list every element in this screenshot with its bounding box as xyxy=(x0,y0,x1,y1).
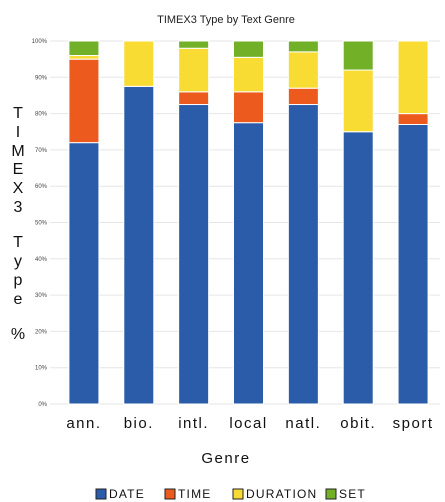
y-label-char: e xyxy=(14,291,23,308)
y-label-char: M xyxy=(11,143,24,160)
y-label-char: I xyxy=(16,124,20,141)
x-tick-label: obit. xyxy=(340,415,376,432)
legend-label-time: TIME xyxy=(178,487,211,501)
x-tick-label: intl. xyxy=(178,415,209,432)
x-tick-label: natl. xyxy=(285,415,321,432)
x-tick-label: bio. xyxy=(124,415,154,432)
y-tick-label: 70% xyxy=(35,148,48,154)
chart-title: TIMEX3 Type by Text Genre xyxy=(157,14,295,26)
y-label-char: y xyxy=(14,253,22,270)
bar-segment-date xyxy=(342,131,374,405)
bar-segment-duration xyxy=(397,40,429,115)
bar-segment-date xyxy=(68,142,100,405)
y-tick-label: 50% xyxy=(35,221,48,227)
bar-segment-date xyxy=(287,104,319,405)
bar-segment-date xyxy=(123,85,155,405)
legend-label-date: DATE xyxy=(109,487,145,501)
y-label-char: 3 xyxy=(14,199,23,216)
legend-swatch-date xyxy=(95,488,107,500)
y-tick-label: 90% xyxy=(35,75,48,81)
y-tick-label: 30% xyxy=(35,293,48,299)
legend-swatch-set xyxy=(325,488,337,500)
y-tick-label: 80% xyxy=(35,112,48,118)
y-label-char: % xyxy=(11,326,25,343)
legend-swatch-duration xyxy=(232,488,244,500)
x-tick-label: local xyxy=(229,415,267,432)
x-axis-ticks: ann. bio. intl. local natl. obit. sport xyxy=(66,415,434,432)
bar-segment-date xyxy=(397,123,429,405)
y-label-char: p xyxy=(14,272,23,289)
y-tick-label: 40% xyxy=(35,257,48,263)
x-axis-label: Genre xyxy=(201,450,250,467)
bar-segment-duration xyxy=(233,56,264,93)
x-tick-label: sport xyxy=(393,415,434,432)
bar-segment-time xyxy=(178,91,210,106)
bars xyxy=(68,40,429,405)
bar-segment-set xyxy=(68,40,100,57)
y-label-char: T xyxy=(13,105,23,122)
bar-segment-set xyxy=(342,40,374,71)
bar-segment-duration xyxy=(123,40,155,87)
legend-swatch-time xyxy=(164,488,176,500)
bar-segment-duration xyxy=(68,55,100,60)
bar-segment-time xyxy=(68,58,100,144)
bar-segment-date xyxy=(178,104,210,405)
y-label-char: E xyxy=(13,161,24,178)
bar-segment-duration xyxy=(178,47,210,93)
bar-segment-set xyxy=(178,40,210,49)
bar-segment-time xyxy=(397,113,429,125)
y-axis-ticks: 0% 10% 20% 30% 40% 50% 60% 70% 80% 90% 100% xyxy=(32,39,48,408)
bar-segment-set xyxy=(287,40,319,53)
y-tick-label: 10% xyxy=(35,366,48,372)
legend: DATE TIME DURATION SET xyxy=(95,487,366,501)
bar-segment-time xyxy=(233,91,264,124)
bar-segment-duration xyxy=(342,69,374,133)
y-label-char: T xyxy=(13,234,23,251)
y-tick-label: 60% xyxy=(35,184,48,190)
bar-segment-time xyxy=(287,87,319,106)
x-tick-label: ann. xyxy=(66,415,101,432)
bar-segment-date xyxy=(233,122,264,405)
legend-label-duration: DURATION xyxy=(246,487,317,501)
y-tick-label: 20% xyxy=(35,329,48,335)
bar-segment-set xyxy=(233,40,264,58)
y-label-char: X xyxy=(13,180,24,197)
legend-label-set: SET xyxy=(339,487,366,501)
bar-segment-duration xyxy=(287,51,319,89)
y-tick-label: 0% xyxy=(38,402,47,408)
y-tick-label: 100% xyxy=(32,39,48,45)
